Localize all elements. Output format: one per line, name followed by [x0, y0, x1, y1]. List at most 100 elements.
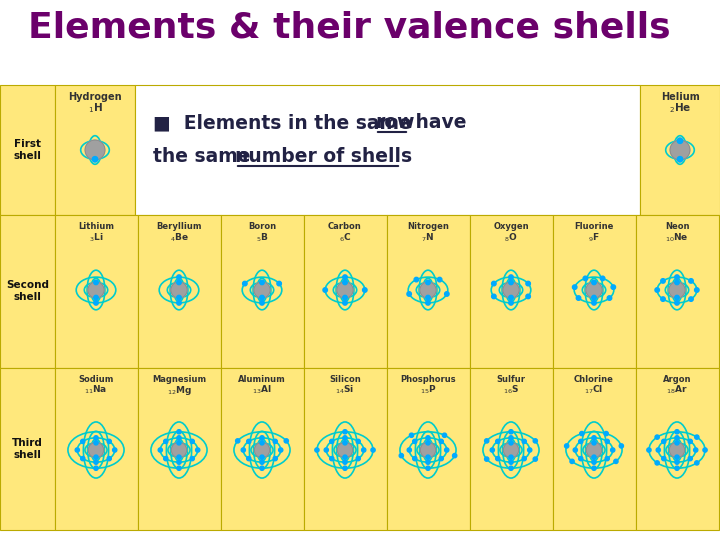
Circle shape — [273, 439, 277, 443]
Circle shape — [509, 441, 513, 445]
Circle shape — [600, 276, 605, 281]
Text: $_{17}$Cl: $_{17}$Cl — [585, 384, 603, 396]
Circle shape — [92, 157, 98, 162]
Circle shape — [343, 441, 347, 445]
Circle shape — [678, 138, 683, 144]
Circle shape — [171, 442, 186, 458]
Bar — [304, 215, 387, 368]
Circle shape — [675, 441, 679, 445]
Bar — [221, 215, 304, 368]
Circle shape — [241, 448, 246, 452]
Circle shape — [410, 433, 413, 437]
Circle shape — [330, 439, 334, 443]
Circle shape — [284, 439, 289, 443]
Circle shape — [94, 280, 98, 285]
Circle shape — [338, 442, 353, 458]
Circle shape — [573, 448, 577, 452]
Circle shape — [343, 460, 347, 464]
Text: $_{18}$Ar: $_{18}$Ar — [666, 384, 688, 396]
Circle shape — [75, 448, 79, 452]
Circle shape — [260, 280, 264, 285]
Circle shape — [260, 441, 264, 445]
Circle shape — [675, 436, 679, 440]
Circle shape — [579, 439, 583, 443]
Circle shape — [576, 296, 581, 300]
Circle shape — [592, 280, 596, 285]
Circle shape — [444, 292, 449, 296]
Circle shape — [177, 466, 181, 470]
Circle shape — [190, 456, 194, 461]
Text: $_{16}$S: $_{16}$S — [503, 384, 519, 396]
Bar — [0, 368, 55, 530]
Circle shape — [592, 460, 596, 464]
Text: Argon: Argon — [662, 375, 691, 384]
Circle shape — [343, 280, 347, 285]
Circle shape — [662, 456, 666, 461]
Circle shape — [509, 436, 513, 440]
Text: Magnesium: Magnesium — [152, 375, 206, 384]
Circle shape — [688, 456, 693, 461]
Circle shape — [662, 439, 666, 443]
Circle shape — [426, 436, 430, 440]
Circle shape — [503, 282, 519, 298]
Circle shape — [522, 456, 526, 461]
Circle shape — [607, 296, 612, 300]
Circle shape — [580, 431, 584, 436]
Circle shape — [324, 448, 328, 452]
Bar — [636, 215, 719, 368]
Circle shape — [669, 282, 685, 298]
Circle shape — [426, 295, 431, 300]
Circle shape — [695, 435, 699, 439]
Circle shape — [260, 436, 264, 440]
Circle shape — [490, 448, 495, 452]
Bar — [470, 215, 553, 368]
Text: $_{11}$Na: $_{11}$Na — [84, 384, 107, 396]
Circle shape — [693, 448, 698, 452]
Circle shape — [453, 454, 456, 458]
Text: $_{7}$N: $_{7}$N — [421, 231, 435, 244]
Circle shape — [356, 456, 360, 461]
Circle shape — [277, 281, 282, 286]
Circle shape — [81, 456, 85, 461]
Circle shape — [177, 441, 181, 445]
Circle shape — [112, 448, 117, 452]
Circle shape — [689, 279, 693, 283]
Circle shape — [107, 456, 112, 461]
Circle shape — [678, 157, 683, 162]
Circle shape — [689, 297, 693, 301]
Circle shape — [604, 431, 608, 436]
Circle shape — [592, 436, 596, 440]
Circle shape — [670, 140, 690, 160]
Circle shape — [592, 466, 596, 470]
Circle shape — [695, 461, 699, 465]
Text: Beryllium: Beryllium — [156, 222, 202, 231]
Text: Carbon: Carbon — [328, 222, 362, 231]
Circle shape — [408, 448, 411, 452]
Circle shape — [196, 448, 200, 452]
Circle shape — [407, 292, 411, 296]
Circle shape — [107, 439, 112, 443]
Circle shape — [526, 281, 531, 286]
Text: Aluminum: Aluminum — [238, 375, 286, 384]
Circle shape — [675, 275, 679, 279]
Circle shape — [343, 430, 347, 434]
Circle shape — [426, 466, 430, 470]
Circle shape — [439, 439, 444, 443]
Circle shape — [163, 439, 168, 443]
Circle shape — [247, 439, 251, 443]
Bar — [640, 85, 720, 215]
Circle shape — [570, 459, 574, 463]
Text: Oxygen: Oxygen — [493, 222, 528, 231]
Circle shape — [656, 448, 660, 452]
Circle shape — [176, 275, 181, 279]
Circle shape — [343, 466, 347, 470]
Circle shape — [509, 430, 513, 434]
Circle shape — [399, 454, 403, 458]
Text: $_{10}$Ne: $_{10}$Ne — [665, 231, 689, 244]
Circle shape — [592, 441, 596, 445]
Bar — [0, 85, 55, 215]
Text: $_{2}$He: $_{2}$He — [669, 101, 691, 115]
Circle shape — [592, 301, 596, 305]
Text: Sodium: Sodium — [78, 375, 114, 384]
Circle shape — [485, 439, 489, 443]
